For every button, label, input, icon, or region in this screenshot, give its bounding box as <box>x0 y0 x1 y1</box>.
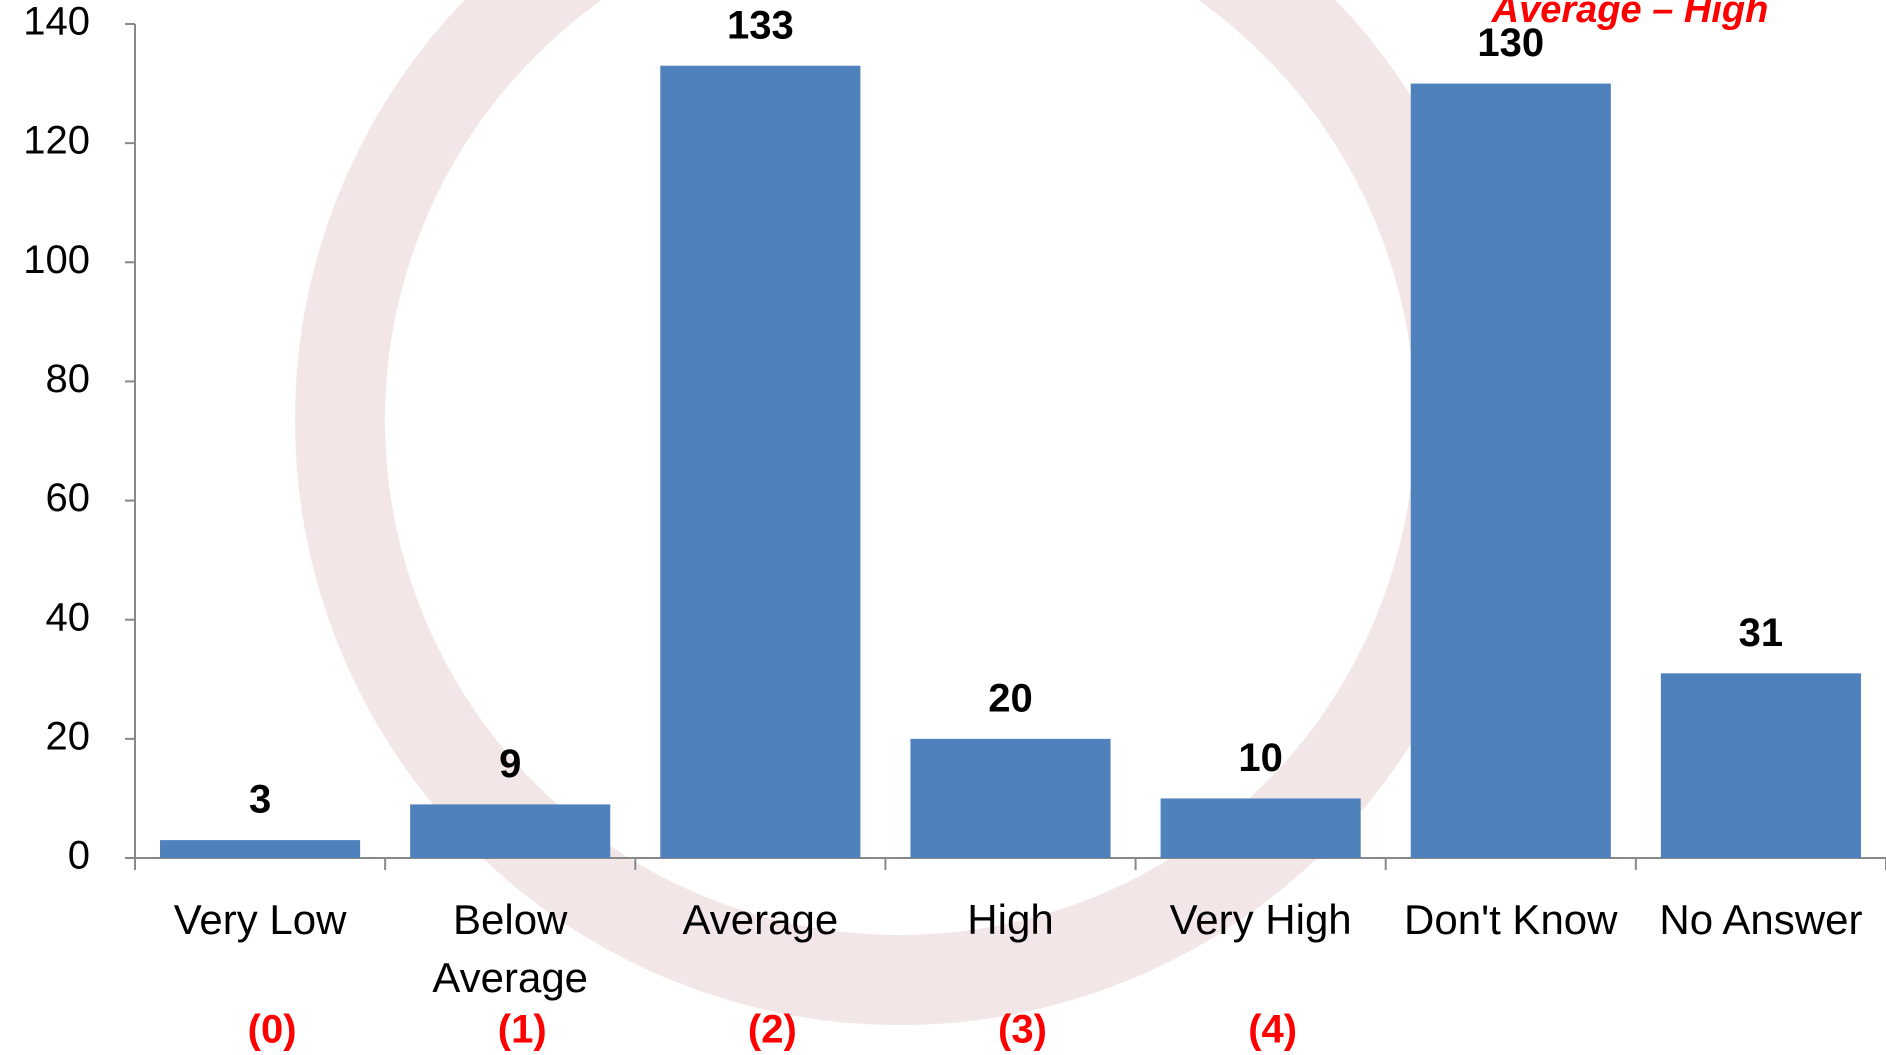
y-tick-label: 20 <box>46 714 91 758</box>
bar <box>660 66 860 858</box>
bar <box>910 739 1110 858</box>
y-tick-label: 40 <box>46 595 91 639</box>
bar <box>1661 673 1861 858</box>
y-tick-label: 140 <box>23 0 90 44</box>
value-label: 9 <box>499 742 521 786</box>
value-label: 133 <box>727 3 794 47</box>
sub-label: (3) <box>998 1008 1047 1052</box>
y-tick-label: 0 <box>68 834 90 878</box>
y-tick-label: 60 <box>46 476 91 520</box>
y-tick-label: 100 <box>23 238 90 282</box>
y-tick-label: 120 <box>23 119 90 163</box>
sub-label: (2) <box>748 1008 797 1052</box>
value-label: 3 <box>249 778 271 822</box>
page: {"chart_data": {"type": "bar", "annotati… <box>0 0 1886 1055</box>
x-tick-label: High <box>885 891 1135 949</box>
value-label: 10 <box>1238 736 1283 780</box>
x-tick-label: Very High <box>1136 891 1386 949</box>
value-label: 31 <box>1739 611 1784 655</box>
sub-label: (4) <box>1248 1008 1297 1052</box>
x-tick-label: Below Average <box>385 891 635 1007</box>
bar <box>410 804 610 858</box>
sub-label: (1) <box>498 1008 547 1052</box>
bar <box>1411 84 1611 858</box>
value-label: 20 <box>988 676 1033 720</box>
bar <box>160 840 360 858</box>
bar <box>1161 798 1361 858</box>
x-tick-label: Don't Know <box>1386 891 1636 949</box>
x-tick-label: Average <box>635 891 885 949</box>
y-tick-label: 80 <box>46 357 91 401</box>
sub-label: (0) <box>248 1008 297 1052</box>
x-tick-label: No Answer <box>1636 891 1886 949</box>
x-tick-label: Very Low <box>135 891 385 949</box>
value-label: 130 <box>1477 21 1544 65</box>
